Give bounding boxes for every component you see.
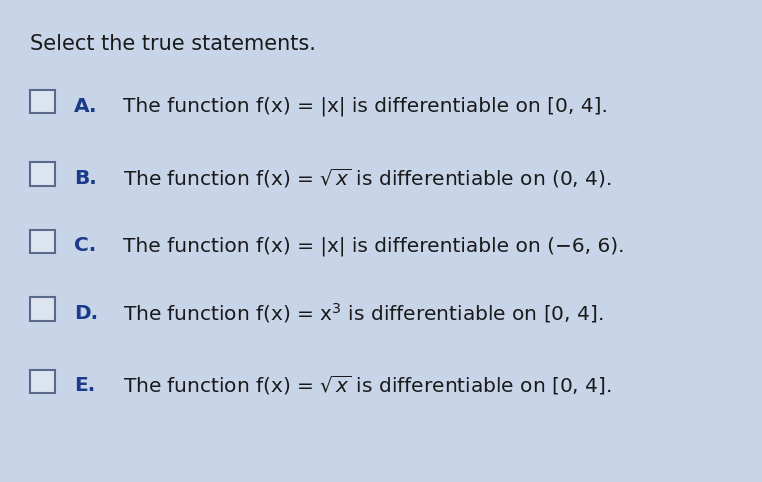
FancyBboxPatch shape — [30, 230, 55, 253]
Text: The function f(x) = $\sqrt{x}$ is differentiable on [0, 4].: The function f(x) = $\sqrt{x}$ is differ… — [123, 374, 612, 397]
FancyBboxPatch shape — [30, 370, 55, 393]
FancyBboxPatch shape — [30, 297, 55, 321]
FancyBboxPatch shape — [30, 162, 55, 186]
Text: The function f(x) = x$^3$ is differentiable on [0, 4].: The function f(x) = x$^3$ is differentia… — [123, 301, 604, 325]
Text: The function f(x) = $\sqrt{x}$ is differentiable on (0, 4).: The function f(x) = $\sqrt{x}$ is differ… — [123, 167, 612, 190]
Text: D.: D. — [74, 304, 98, 323]
Text: Select the true statements.: Select the true statements. — [30, 34, 316, 54]
Text: C.: C. — [74, 236, 96, 255]
Text: E.: E. — [74, 376, 95, 395]
Text: B.: B. — [74, 169, 97, 188]
Text: The function f(x) = |x| is differentiable on (−6, 6).: The function f(x) = |x| is differentiabl… — [123, 236, 625, 255]
FancyBboxPatch shape — [30, 90, 55, 113]
Text: A.: A. — [74, 96, 98, 116]
Text: The function f(x) = |x| is differentiable on [0, 4].: The function f(x) = |x| is differentiabl… — [123, 96, 608, 116]
